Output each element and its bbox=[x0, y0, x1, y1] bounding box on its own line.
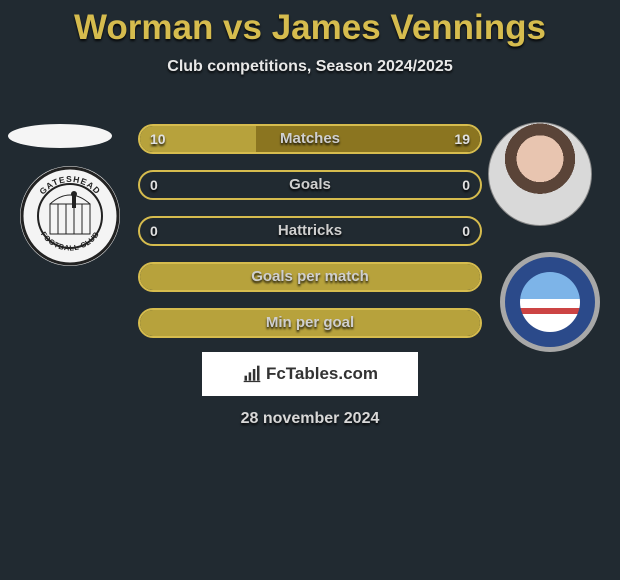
stat-label: Min per goal bbox=[138, 308, 482, 338]
page-title: Worman vs James Vennings bbox=[0, 0, 620, 48]
stat-value-left: 10 bbox=[150, 124, 166, 154]
player-right-avatar bbox=[488, 122, 592, 226]
stat-row: Min per goal bbox=[138, 308, 482, 338]
stat-value-left: 0 bbox=[150, 170, 158, 200]
stat-value-right: 0 bbox=[462, 216, 470, 246]
stat-row: Goals0 0 bbox=[138, 170, 482, 200]
club-right-badge bbox=[500, 252, 600, 352]
date-stamp: 28 november 2024 bbox=[0, 410, 620, 428]
stat-value-left: 0 bbox=[150, 216, 158, 246]
stat-value-right: 0 bbox=[462, 170, 470, 200]
player-left-avatar-placeholder bbox=[8, 124, 112, 148]
attribution-text: FcTables.com bbox=[266, 364, 378, 384]
stat-row: Goals per match bbox=[138, 262, 482, 292]
stat-row: Hattricks0 0 bbox=[138, 216, 482, 246]
bar-chart-icon bbox=[242, 364, 262, 384]
comparison-bars: Matches1019Goals00Hattricks00Goals per m… bbox=[138, 124, 482, 354]
stat-label: Hattricks bbox=[138, 216, 482, 246]
stat-label: Goals bbox=[138, 170, 482, 200]
stat-row: Matches10 19 bbox=[138, 124, 482, 154]
club-left-badge: GATESHEAD FOOTBALL CLUB bbox=[20, 166, 120, 266]
subtitle: Club competitions, Season 2024/2025 bbox=[0, 58, 620, 76]
stat-value-right: 19 bbox=[454, 124, 470, 154]
stat-label: Goals per match bbox=[138, 262, 482, 292]
attribution-badge: FcTables.com bbox=[202, 352, 418, 396]
stat-label: Matches bbox=[138, 124, 482, 154]
